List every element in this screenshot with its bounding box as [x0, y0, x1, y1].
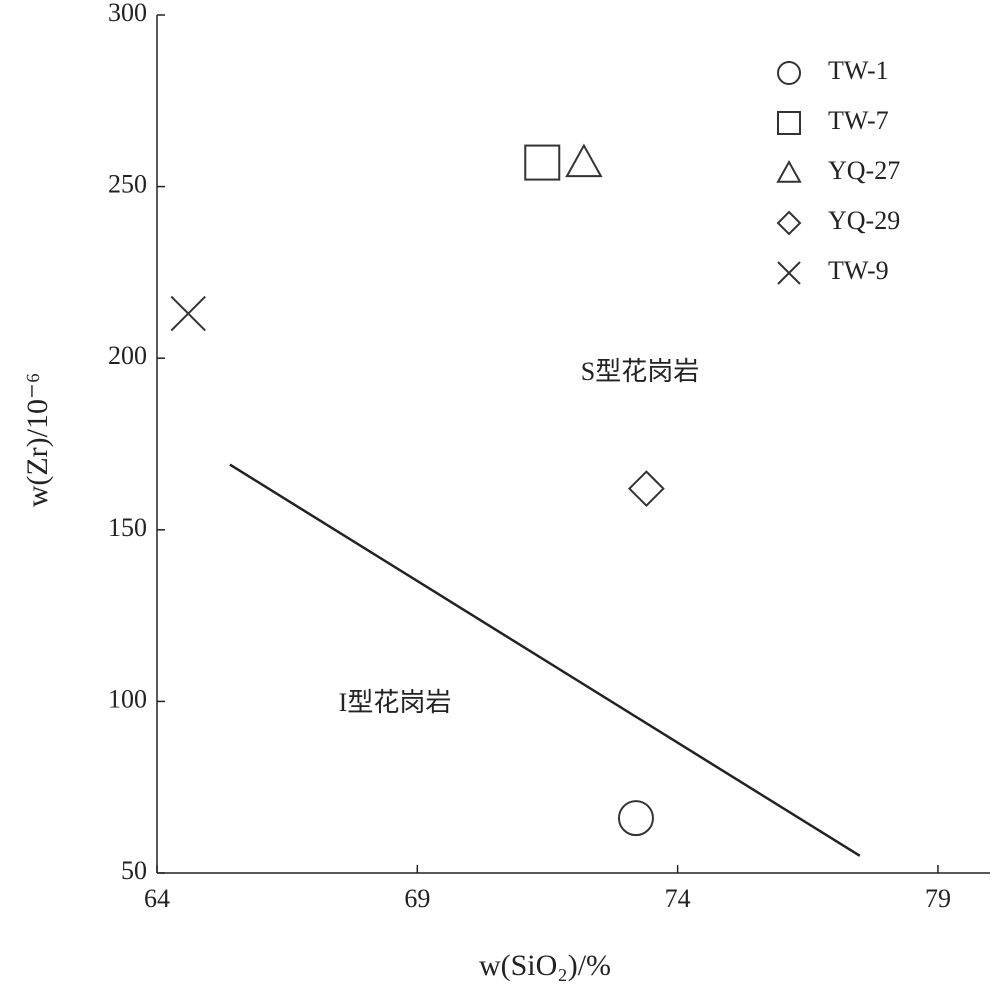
legend-marker	[776, 159, 802, 183]
point	[170, 295, 206, 332]
legend-label: YQ-29	[828, 206, 900, 235]
y-tick-label: 250	[108, 170, 147, 199]
y-tick-label: 150	[108, 513, 147, 542]
x-tick-label: 69	[404, 884, 430, 913]
legend-label: TW-1	[828, 56, 889, 85]
point	[565, 143, 603, 178]
annotation: S型花岗岩	[581, 357, 699, 386]
x-tick-label: 74	[665, 884, 691, 913]
boundary-line	[229, 463, 861, 857]
legend-marker	[777, 111, 801, 135]
x-axis-label: w(SiO₂)/%	[479, 949, 611, 982]
legend-label: TW-7	[828, 106, 889, 135]
point	[524, 144, 561, 181]
legend-marker	[777, 261, 801, 285]
x-tick-label: 79	[925, 884, 951, 913]
y-tick-label: 200	[108, 341, 147, 370]
point	[617, 800, 654, 837]
y-axis-label: w(Zr)/10⁻⁶	[21, 373, 54, 508]
legend-marker	[776, 210, 802, 236]
legend-label: YQ-27	[828, 156, 900, 185]
legend-marker	[777, 61, 801, 85]
y-tick-label: 50	[121, 856, 147, 885]
annotation: I型花岗岩	[339, 688, 452, 717]
x-tick-label: 64	[144, 884, 170, 913]
y-tick-label: 100	[108, 684, 147, 713]
legend-label: TW-9	[828, 256, 889, 285]
point	[627, 470, 665, 508]
y-tick-label: 300	[108, 0, 147, 27]
